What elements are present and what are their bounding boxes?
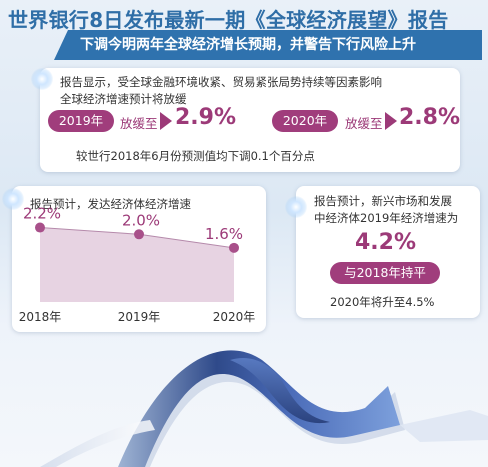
data-point (35, 222, 45, 233)
emerging-markets-card (296, 186, 480, 318)
ribbon-arrow-decoration (40, 350, 488, 467)
flat-vs-2018-badge: 与2018年持平 (330, 262, 440, 284)
growth-area (40, 227, 234, 302)
ribbon-tail (400, 410, 488, 442)
emerging-2020-forecast: 2020年将升至4.5% (330, 295, 435, 309)
data-label: 2.0% (122, 211, 160, 229)
subtitle-text: 下调今明两年全球经济增长预期，并警告下行风险上升 (80, 37, 416, 53)
slowdown-label-2019: 放缓至 (120, 116, 158, 131)
data-label: 1.6% (205, 225, 243, 243)
data-point (134, 229, 144, 240)
data-label: 2.2% (23, 205, 61, 223)
sparkle-icon (2, 188, 24, 210)
ribbon-highlight (40, 420, 155, 467)
year-2019-badge: 2019年 (48, 110, 114, 132)
emerging-card-line2: 中经济体2019年经济增速为 (314, 211, 459, 225)
subtitle-banner: 下调今明两年全球经济增长预期，并警告下行风险上升 (54, 30, 482, 60)
growth-value-2020: 2.8% (399, 105, 461, 130)
data-point (229, 242, 239, 253)
developed-growth-chart: 2.2% 2.0% 1.6% 2018年 2019年 2020年 (19, 205, 256, 324)
year-2020-badge: 2020年 (272, 110, 338, 132)
sparkle-icon (31, 68, 53, 90)
emerging-growth-value: 4.2% (355, 230, 417, 255)
global-card-line2: 全球经济增速预计将放缓 (60, 92, 187, 106)
revision-note: 较世行2018年6月份预测值均下调0.1个百分点 (76, 149, 315, 163)
global-card-line1: 报告显示，受全球金融环境收紧、贸易紧张局势持续等因素影响 (60, 75, 382, 89)
right-arrow-icon (385, 112, 397, 130)
sparkle-icon (285, 196, 307, 218)
x-tick-label: 2018年 (19, 310, 62, 324)
x-tick-label: 2020年 (213, 310, 256, 324)
page-title: 世界银行8日发布最新一期《全球经济展望》报告 (8, 8, 449, 32)
x-tick-label: 2019年 (118, 310, 161, 324)
developed-card-title: 报告预计，发达经济体经济增速 (30, 197, 191, 211)
ribbon-inner-fold (230, 358, 330, 424)
slowdown-label-2020: 放缓至 (345, 116, 383, 131)
emerging-card-line1: 报告预计，新兴市场和发展 (314, 194, 452, 208)
growth-value-2019: 2.9% (175, 105, 237, 130)
ribbon-body (118, 350, 400, 467)
right-arrow-icon (160, 112, 172, 130)
